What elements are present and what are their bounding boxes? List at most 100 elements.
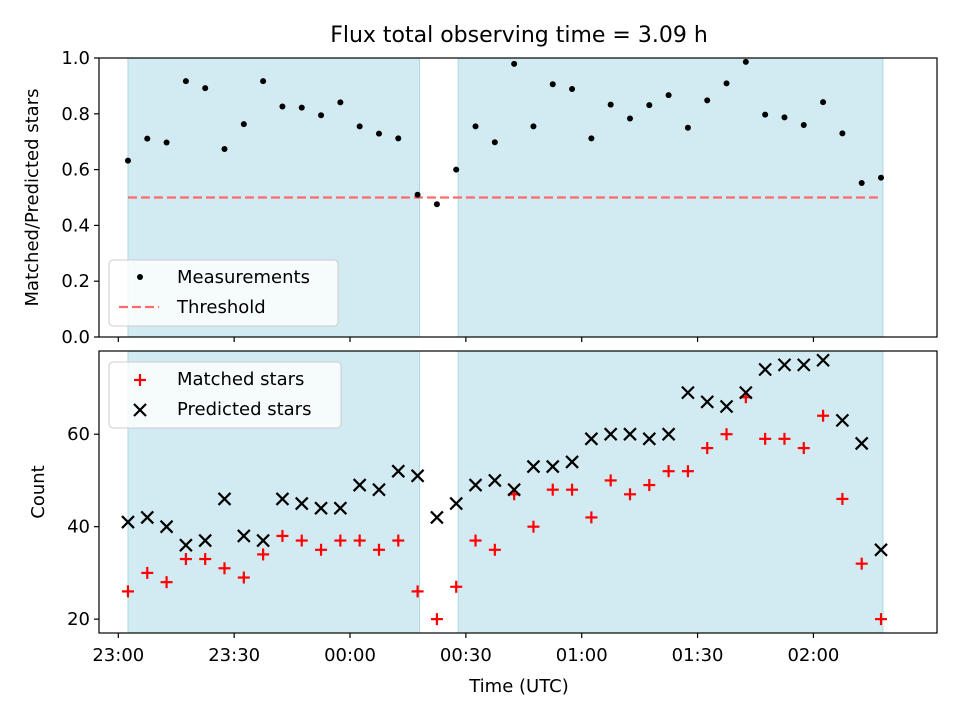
predicted-star-point-b: [584, 432, 599, 446]
predicted-star-point-b: [159, 519, 174, 534]
predicted-star-point-b: [333, 501, 348, 515]
matched-star-point: [875, 613, 888, 626]
measurement-point: [240, 121, 247, 128]
measurement-point: [820, 99, 827, 106]
predicted-star-point: [198, 533, 212, 548]
y-tick-label: 0.2: [61, 271, 90, 292]
measurement-point: [800, 121, 807, 128]
measurement-point: [453, 166, 460, 173]
legend-predicted-label: Predicted stars: [177, 399, 311, 420]
measurement-point: [318, 112, 325, 119]
predicted-star-point-b: [719, 399, 734, 414]
x-tick-label: 02:00: [787, 645, 839, 666]
shaded-interval: [457, 350, 884, 634]
count-panel-frame: [98, 350, 938, 634]
predicted-star-point: [256, 533, 270, 548]
measurement-point: [472, 123, 479, 130]
matched-star-point: [643, 479, 656, 492]
matched-star-point: [488, 543, 501, 556]
y-tick-label: 20: [67, 609, 90, 630]
measurement-point: [182, 78, 189, 85]
matched-star-point: [527, 520, 540, 533]
measurement-point: [781, 114, 788, 121]
predicted-star-point-b: [835, 413, 850, 428]
x-axis-label: Time (UTC): [468, 676, 569, 697]
matched-star-point: [411, 585, 424, 598]
predicted-star-point-b: [372, 482, 386, 497]
measurement-point: [878, 174, 885, 181]
matched-star-point: [623, 488, 636, 501]
ratio-panel-y-axis: 0.0 0.2 0.4 0.6 0.8 1.0: [61, 48, 99, 348]
legend-threshold-label: Threshold: [176, 297, 266, 318]
predicted-star-point: [333, 501, 348, 515]
measurement-point: [124, 157, 131, 164]
predicted-star-point-b: [526, 459, 541, 474]
predicted-star-point-b: [796, 358, 811, 372]
predicted-star-point: [526, 459, 541, 474]
measurement-point: [356, 123, 363, 130]
predicted-star-point-b: [642, 432, 657, 446]
measurement-point: [723, 80, 730, 87]
predicted-star-point-b: [179, 538, 193, 552]
predicted-star-point-b: [391, 464, 406, 478]
matched-star-point: [430, 613, 443, 626]
chart-title: Flux total observing time = 3.09 h: [330, 23, 708, 48]
predicted-star-point: [430, 510, 444, 525]
predicted-star-point-b: [121, 515, 135, 529]
predicted-star-point-b: [507, 482, 521, 497]
x-tick-label: 00:30: [440, 645, 492, 666]
predicted-star-point: [796, 358, 811, 372]
predicted-star-point: [314, 501, 328, 515]
matched-star-point: [353, 534, 366, 547]
predicted-star-point: [179, 538, 193, 552]
y-tick-label: 40: [67, 517, 90, 538]
x-tick-label: 00:00: [324, 645, 376, 666]
count-panel: 20 40 60 23:00 23:30 00:00 00:30 01:00 01:30 02:…: [28, 350, 938, 697]
count-panel-y-label: Count: [28, 465, 49, 518]
predicted-star-point-b: [565, 455, 579, 469]
predicted-star-point-b: [314, 501, 328, 515]
predicted-star-point-b: [468, 478, 483, 492]
measurement-point: [221, 145, 228, 152]
measurement-point: [839, 130, 846, 137]
predicted-star-point: [159, 519, 174, 534]
matched-star-point: [257, 548, 270, 561]
predicted-star-point: [294, 496, 309, 511]
x-tick-label: 23:00: [92, 645, 144, 666]
predicted-star-point: [681, 385, 695, 400]
predicted-star-point: [739, 385, 753, 400]
predicted-star-point: [642, 432, 657, 446]
measurement-point: [704, 97, 711, 104]
y-tick-label: 0.0: [61, 327, 90, 348]
predicted-star-point: [661, 427, 676, 441]
predicted-star-point-b: [198, 533, 212, 548]
predicted-star-point: [545, 459, 560, 474]
y-tick-label: 60: [67, 424, 90, 445]
count-panel-legend: Matched stars Predicted stars: [108, 361, 342, 429]
ratio-panel-frame: [98, 57, 938, 338]
predicted-star-point-b: [294, 496, 309, 511]
measurement-point: [684, 124, 691, 131]
predicted-star-point: [777, 358, 792, 372]
measurement-point: [202, 85, 209, 92]
predicted-star-point: [352, 478, 367, 492]
ratio-panel: 0.0 0.2 0.4 0.6 0.8 1.0 Matched/Predicted sta…: [22, 48, 938, 348]
measurement-point: [163, 139, 170, 146]
measurement-point: [762, 111, 769, 118]
predicted-star-point-b: [217, 492, 232, 506]
predicted-star-point: [854, 436, 869, 451]
measurement-point: [858, 179, 865, 186]
predicted-star-point: [565, 455, 579, 469]
matched-stars-series: [121, 391, 888, 626]
matched-star-point: [315, 543, 328, 556]
measurement-point: [569, 85, 576, 92]
predicted-star-point: [816, 353, 830, 368]
predicted-star-point: [410, 469, 425, 483]
predicted-star-point: [835, 413, 850, 428]
predicted-star-point-b: [700, 395, 715, 409]
predicted-star-point: [237, 529, 251, 543]
predicted-star-point: [372, 482, 386, 497]
predicted-star-point: [874, 543, 888, 557]
matched-star-point: [720, 428, 733, 441]
